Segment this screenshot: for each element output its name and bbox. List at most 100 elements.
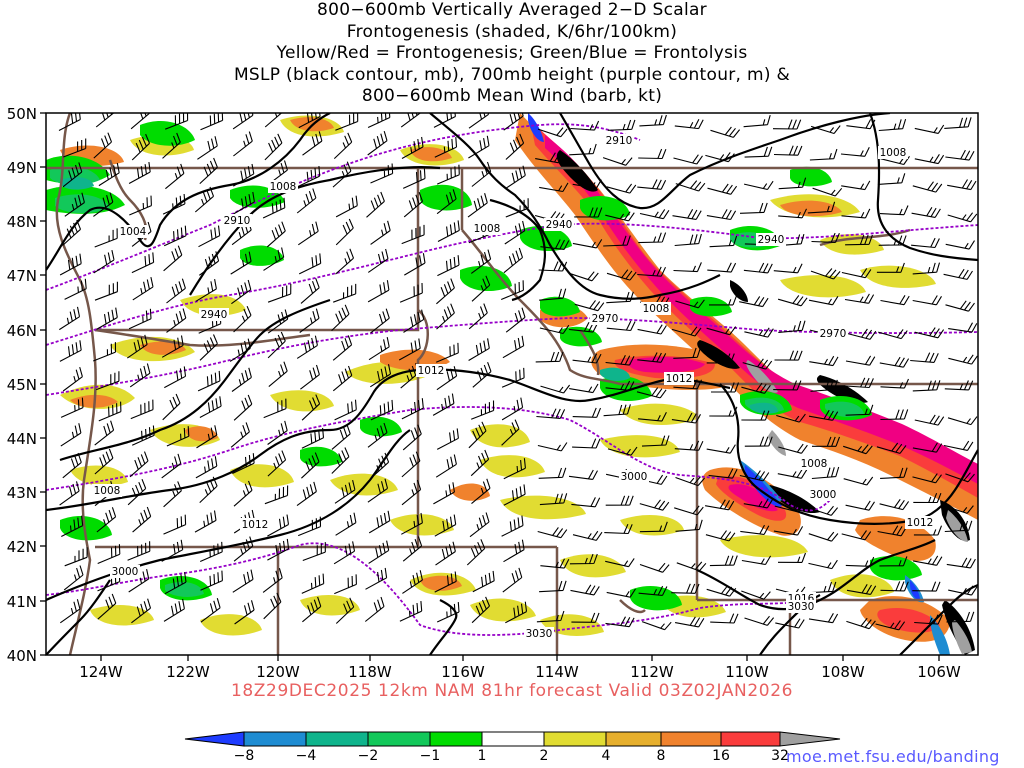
wind-barb-glyph: [569, 143, 597, 156]
wind-barb-glyph: [96, 507, 117, 533]
wind-barb-glyph: [297, 221, 319, 246]
wind-barb-glyph: [944, 117, 972, 129]
wind-barb-glyph: [505, 133, 525, 160]
wind-barb-glyph: [300, 278, 320, 304]
wind-barb-glyph: [606, 183, 637, 194]
wind-barb-glyph: [671, 326, 702, 337]
wind-barb-glyph: [739, 202, 768, 214]
wind-barb-glyph: [128, 162, 151, 184]
title-line: Frontogenesis (shaded, K/6hr/100km): [346, 21, 678, 42]
wind-barb-glyph: [334, 574, 357, 595]
wind-barb-glyph: [436, 366, 458, 391]
wind-barb-glyph: [334, 399, 357, 421]
wind-barb-glyph: [470, 249, 492, 274]
lon-label: 116W: [441, 663, 485, 681]
wind-barb-glyph: [570, 120, 600, 131]
wind-barb-glyph: [267, 160, 288, 186]
wind-barb-glyph: [163, 598, 185, 622]
wind-barb-glyph: [331, 304, 350, 331]
height-label-11: 3030: [786, 600, 816, 613]
title-line: Yellow/Red = Frontogenesis; Green/Blue =…: [276, 43, 748, 63]
colorbar-label: 8: [657, 748, 666, 764]
wind-barb-glyph: [503, 247, 524, 274]
wind-barb-glyph: [841, 268, 872, 279]
wind-barb-glyph: [944, 380, 974, 391]
wind-barb-glyph: [639, 521, 668, 533]
svg-text:1012: 1012: [907, 517, 934, 529]
wind-barb-glyph: [437, 255, 460, 277]
wind-barb-glyph: [777, 468, 808, 479]
wind-barb-glyph: [301, 452, 320, 479]
wind-barb-glyph: [301, 394, 321, 421]
wind-barb-glyph: [163, 481, 182, 508]
wind-barb-glyph: [744, 146, 773, 158]
colorbar-swatch: [543, 731, 607, 747]
wind-barb-glyph: [501, 397, 524, 421]
svg-text:3000: 3000: [810, 489, 837, 501]
wind-barb-glyph: [64, 547, 88, 567]
wind-barb-glyph: [370, 452, 390, 479]
wind-barb-glyph: [333, 132, 353, 159]
wind-barb-glyph: [602, 157, 633, 166]
wind-barb-glyph: [845, 556, 875, 567]
wind-barb-glyph: [398, 338, 421, 361]
wind-barb-glyph: [538, 467, 567, 479]
lat-label: 48N: [7, 213, 37, 231]
wind-barb-glyph: [568, 469, 598, 480]
wind-barb-glyph: [164, 572, 187, 595]
wind-barb-glyph: [166, 426, 190, 447]
wind-barb-glyph: [605, 380, 635, 391]
wind-barb-glyph: [945, 240, 975, 250]
colorbar-swatch: [429, 731, 483, 747]
wind-barb-glyph: [403, 191, 424, 218]
wind-barb-glyph: [401, 398, 424, 420]
wind-barb-glyph: [641, 435, 670, 447]
wind-barb-glyph: [399, 601, 423, 622]
wind-barb-glyph: [267, 450, 287, 477]
figure-title: 800−600mb Vertically Averaged 2−D Scalar…: [0, 0, 1024, 108]
colorbar-label: 4: [602, 748, 611, 764]
wind-barb-glyph: [195, 279, 217, 302]
wind-barb-glyph: [706, 209, 737, 221]
wind-barb-glyph: [743, 498, 774, 509]
wind-barb-glyph: [58, 113, 81, 131]
wind-barb-glyph: [880, 378, 910, 389]
wind-barb-glyph: [639, 499, 670, 511]
wind-barb-glyph: [812, 436, 841, 447]
wind-barb-glyph: [166, 308, 187, 333]
forecast-valid-time: 18Z29DEC2025 12km NAM 81hr forecast Vali…: [230, 681, 794, 701]
wind-barb-glyph: [673, 262, 702, 273]
wind-barb-glyph: [301, 573, 325, 594]
mslp-label-10: 1012: [905, 516, 935, 529]
wind-barb-glyph: [229, 338, 251, 362]
wind-barb-glyph: [912, 581, 941, 592]
colorbar-label: 1: [478, 748, 487, 764]
wind-barb-glyph: [845, 234, 873, 246]
wind-barb-glyph: [200, 113, 224, 131]
colorbar-swatch: [367, 731, 431, 747]
wind-barb-glyph: [810, 379, 838, 392]
wind-barb-glyph: [569, 383, 599, 394]
wind-barb-glyph: [335, 113, 359, 131]
wind-barb-glyph: [840, 147, 870, 157]
wind-barb-glyph: [197, 136, 218, 160]
wind-barb-glyph: [540, 239, 570, 250]
svg-text:1008: 1008: [643, 303, 670, 315]
wind-barb-glyph: [368, 510, 391, 534]
wind-barb-glyph: [62, 366, 83, 392]
wind-barb-glyph: [537, 127, 568, 138]
wind-barb-glyph: [911, 207, 941, 218]
wind-barb-glyph: [778, 443, 808, 454]
wind-barb-glyph: [93, 192, 114, 217]
wind-barb-glyph: [471, 596, 491, 624]
wind-barb-glyph: [946, 557, 976, 569]
wind-barb-glyph: [641, 621, 672, 631]
wind-barb-glyph: [574, 300, 605, 312]
wind-barb-glyph: [675, 476, 706, 487]
lon-label: 106W: [917, 663, 961, 681]
wind-barb-glyph: [331, 424, 351, 450]
lat-label: 50N: [7, 105, 37, 123]
wind-barb-glyph: [572, 407, 602, 418]
wind-barb-glyph: [433, 482, 455, 505]
wind-barb-glyph: [914, 154, 945, 165]
